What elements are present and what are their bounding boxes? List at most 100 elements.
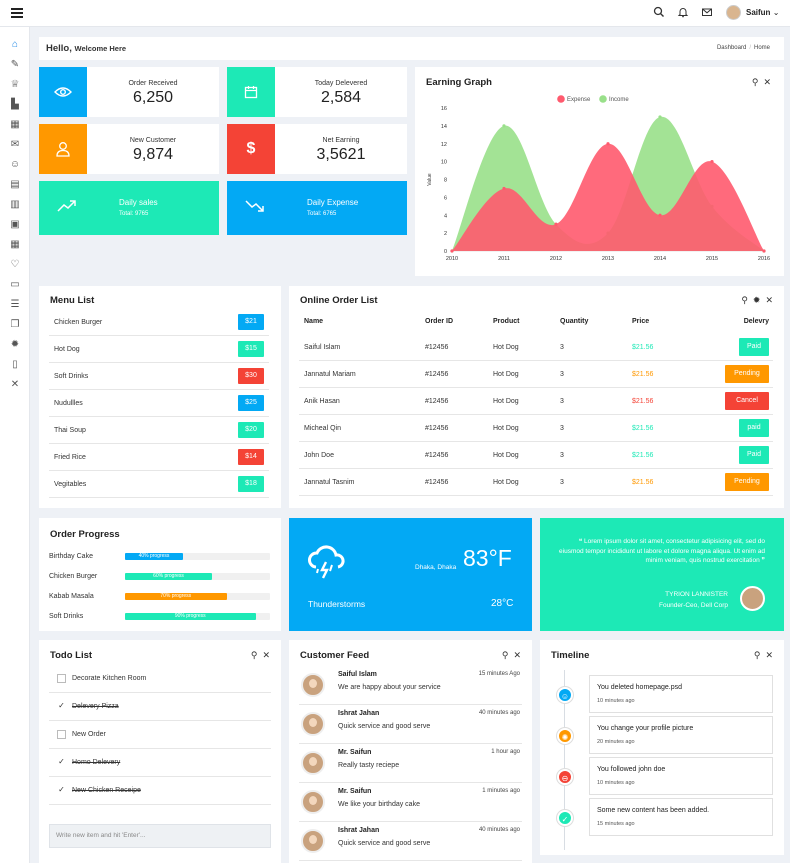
todo-checkbox[interactable]: ✓ (58, 785, 65, 794)
data-point[interactable] (554, 222, 558, 226)
order-status-button[interactable]: Cancel (725, 392, 769, 410)
settings-icon[interactable]: ✹ (10, 339, 20, 350)
daily-expense-title: Daily Expense (307, 198, 359, 207)
pin-icon[interactable]: ⚲ (501, 650, 514, 660)
data-point[interactable] (502, 186, 506, 191)
data-point[interactable] (502, 124, 506, 128)
progress-item: Soft Drinks 90% progress (49, 611, 271, 623)
close-icon[interactable]: ✕ (763, 77, 776, 87)
feed-item: Mr. Saifun Really tasty reciepe 1 hour ago (299, 744, 522, 783)
heart-icon[interactable]: ♡ (10, 259, 20, 270)
order-qty: 3 (560, 398, 564, 405)
user-icon[interactable]: ☺ (9, 159, 21, 170)
layout-icon[interactable]: ▥ (10, 199, 20, 210)
order-status-button[interactable]: Pending (725, 365, 769, 383)
pin-icon[interactable]: ⚲ (741, 295, 753, 305)
data-point[interactable] (658, 213, 662, 217)
todo-checkbox[interactable]: ✓ (58, 701, 65, 710)
todo-checkbox[interactable]: ✓ (58, 757, 65, 766)
close-icon[interactable]: ✕ (765, 650, 778, 660)
order-status-button[interactable]: Paid (739, 446, 769, 464)
settings-icon[interactable]: ✹ (752, 295, 766, 305)
greeting: Hello, (46, 43, 72, 54)
mail-icon[interactable]: ✉ (10, 139, 20, 150)
map-icon[interactable]: ▭ (10, 279, 20, 290)
top-bar: Saifun ⌄ (0, 0, 790, 27)
mail-icon[interactable] (700, 6, 714, 20)
order-row: Anik Hasan #12456 Hot Dog 3 $21.56 Cancel (299, 388, 773, 415)
order-id: #12456 (425, 398, 449, 405)
bar-chart-icon[interactable]: ▙ (11, 99, 19, 110)
progress-item-name: Birthday Cake (49, 553, 93, 560)
todo-item: ✓ Delevery Pizza (49, 693, 271, 721)
image-icon[interactable]: ▣ (10, 219, 20, 230)
y-tick-label: 12 (441, 142, 447, 148)
progress-item-name: Chicken Burger (49, 573, 98, 580)
close-icon[interactable]: ✕ (513, 650, 526, 660)
todo-checkbox[interactable] (57, 674, 66, 683)
order-row: Jannatul Mariam #12456 Hot Dog 3 $21.56 Pendi… (299, 361, 773, 388)
close-icon[interactable]: ✕ (10, 379, 20, 390)
file-icon[interactable]: ▯ (12, 359, 18, 370)
menu-item-price: $25 (238, 395, 264, 411)
order-status-button[interactable]: paid (739, 419, 769, 437)
todo-checkbox[interactable] (57, 730, 66, 739)
y-tick-label: 16 (441, 106, 447, 112)
data-point[interactable] (658, 115, 662, 119)
menu-item: Hot Dog $15 (49, 336, 269, 363)
breadcrumb-home[interactable]: Home (753, 45, 770, 51)
feed-message: Quick service and good serve (338, 840, 431, 847)
user-avatar[interactable] (726, 5, 741, 20)
close-icon[interactable]: ✕ (765, 295, 778, 305)
breadcrumb-dashboard[interactable]: Dashboard (716, 45, 747, 51)
edit-icon[interactable]: ✎ (10, 59, 20, 70)
panel-tools: ⚲✕ (754, 650, 778, 661)
data-point[interactable] (450, 249, 454, 253)
hamburger-menu-icon[interactable] (11, 8, 23, 18)
testimonial-text: ❝ Lorem ipsum dolor sit amet, consectetu… (559, 538, 765, 564)
feed-item: Mr. Saifun We like your birthday cake 1 mi… (299, 783, 522, 822)
pin-icon[interactable]: ⚲ (751, 77, 764, 87)
pin-icon[interactable]: ⚲ (753, 650, 766, 660)
order-product: Hot Dog (493, 344, 519, 351)
weather-widget: Dhaka, Dhaka 83°F Thunderstorms 28°C (289, 518, 532, 631)
timeline-time: 15 minutes ago (597, 821, 635, 827)
home-icon[interactable]: ⌂ (11, 39, 19, 50)
menu-item: Vegitables $18 (49, 471, 269, 498)
daily-sales-total: Total: 9765 (119, 211, 149, 217)
progress-fill: 60% progress (125, 573, 212, 580)
user-menu[interactable]: Saifun ⌄ (746, 8, 779, 17)
order-status-button[interactable]: Paid (739, 338, 769, 356)
data-point[interactable] (710, 160, 714, 164)
menu-item: Chicken Burger $21 (49, 309, 269, 336)
table-icon[interactable]: ▦ (10, 239, 20, 250)
calendar-icon[interactable]: ▦ (10, 119, 20, 130)
order-name: Jannatul Mariam (304, 371, 356, 378)
order-product: Hot Dog (493, 452, 519, 459)
bell-icon[interactable] (676, 6, 690, 20)
testimonial-role: Founder-Ceo, Dell Corp (658, 602, 728, 609)
legend-swatch (599, 95, 607, 103)
feed-time: 40 minutes ago (478, 827, 520, 833)
data-point[interactable] (762, 249, 766, 253)
grid-icon[interactable]: ▤ (10, 179, 20, 190)
pin-icon[interactable]: ⚲ (250, 650, 263, 660)
order-progress-title: Order Progress (50, 529, 120, 540)
list-icon[interactable]: ☰ (10, 299, 20, 310)
progress-fill: 90% progress (125, 613, 256, 620)
timeline-title: Timeline (551, 650, 590, 661)
trophy-icon[interactable]: ♕ (10, 79, 20, 90)
todo-input[interactable]: Write new item and hit 'Enter'... (49, 824, 271, 848)
todo-text: Delevery Pizza (72, 703, 119, 710)
search-icon[interactable] (652, 6, 666, 20)
feed-name: Ishrat Jahan (338, 827, 380, 834)
feed-message: Quick service and good serve (338, 723, 431, 730)
data-point[interactable] (606, 142, 610, 146)
todo-item: ✓ New Chicken Receipe (49, 777, 271, 805)
copy-icon[interactable]: ❐ (10, 319, 20, 330)
close-icon[interactable]: ✕ (262, 650, 275, 660)
order-status-button[interactable]: Pending (725, 473, 769, 491)
calendar-icon (227, 67, 275, 117)
menu-item-price: $21 (238, 314, 264, 330)
trend-down-icon (245, 199, 265, 216)
